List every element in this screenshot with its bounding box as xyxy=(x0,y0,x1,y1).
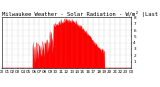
Text: Milwaukee Weather - Solar Radiation - W/m² (Last 24 Hours): Milwaukee Weather - Solar Radiation - W/… xyxy=(2,11,160,17)
